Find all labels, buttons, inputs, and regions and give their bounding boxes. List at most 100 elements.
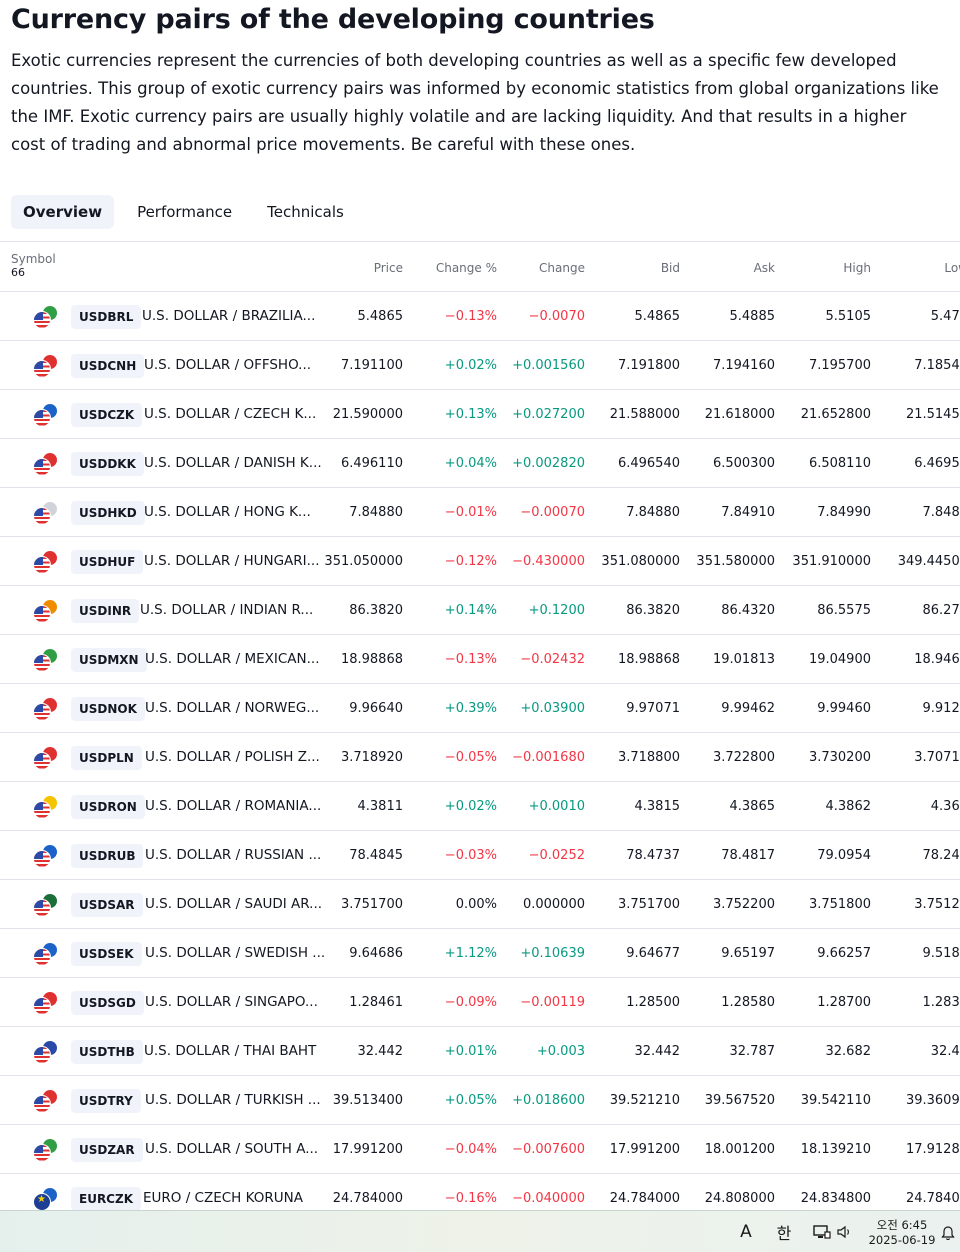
table-row[interactable]: USDCNH U.S. DOLLAR / OFFSHO... 7.191100 +0.… xyxy=(0,341,960,390)
table-row[interactable]: USDHUF U.S. DOLLAR / HUNGARI... 351.050000… xyxy=(0,537,960,586)
symbol-ticker[interactable]: USDTRY xyxy=(71,1089,141,1113)
currency-flags-icon xyxy=(33,354,59,378)
change-pct-cell: −0.13% xyxy=(444,651,497,667)
tab-performance[interactable]: Performance xyxy=(137,203,233,221)
table-row[interactable]: USDHKD U.S. DOLLAR / HONG K... 7.84880 −0.0… xyxy=(0,488,960,537)
symbol-ticker[interactable]: USDDKK xyxy=(71,452,144,476)
change-pct-column-header[interactable]: Change % xyxy=(435,261,497,275)
high-cell: 4.3862 xyxy=(825,798,872,814)
high-cell: 21.652800 xyxy=(800,406,871,422)
base-currency-flag-icon xyxy=(33,507,51,525)
change-pct-cell: −0.03% xyxy=(444,847,497,863)
volume-icon[interactable] xyxy=(834,1211,856,1252)
ask-cell: 39.567520 xyxy=(704,1092,775,1108)
price-cell: 32.442 xyxy=(357,1043,404,1059)
currency-flags-icon xyxy=(33,599,59,623)
tab-technicals[interactable]: Technicals xyxy=(267,203,344,221)
symbol-column-header[interactable]: Symbol 66 xyxy=(11,252,56,280)
table-row[interactable]: USDSGD U.S. DOLLAR / SINGAPO... 1.28461 −0.… xyxy=(0,978,960,1027)
symbol-ticker[interactable]: USDSGD xyxy=(71,991,144,1015)
symbol-ticker[interactable]: USDBRL xyxy=(71,305,142,329)
base-currency-flag-icon xyxy=(33,1193,51,1210)
table-row[interactable]: USDRON U.S. DOLLAR / ROMANIA... 4.3811 +0.0… xyxy=(0,782,960,831)
symbol-ticker[interactable]: USDSEK xyxy=(71,942,142,966)
ask-cell: 1.28580 xyxy=(721,994,775,1010)
ask-cell: 9.65197 xyxy=(721,945,775,961)
change-column-header[interactable]: Change xyxy=(539,261,585,275)
pair-name: U.S. DOLLAR / SINGAPO... xyxy=(145,994,318,1010)
symbol-ticker[interactable]: USDTHB xyxy=(71,1040,143,1064)
change-pct-cell: +0.04% xyxy=(444,455,497,471)
table-row[interactable]: USDRUB U.S. DOLLAR / RUSSIAN ... 78.4845 −0… xyxy=(0,831,960,880)
high-cell: 7.195700 xyxy=(808,357,871,373)
change-pct-cell: +0.01% xyxy=(444,1043,497,1059)
low-cell: 18.9461 xyxy=(914,651,960,667)
symbol-ticker[interactable]: USDPLN xyxy=(71,746,142,770)
symbol-ticker[interactable]: USDCZK xyxy=(71,403,143,427)
symbol-ticker[interactable]: EURCZK xyxy=(71,1187,141,1210)
symbol-ticker[interactable]: USDRON xyxy=(71,795,145,819)
high-column-header[interactable]: High xyxy=(843,261,871,275)
ask-cell: 4.3865 xyxy=(729,798,776,814)
table-row[interactable]: USDNOK U.S. DOLLAR / NORWEG... 9.96640 +0.3… xyxy=(0,684,960,733)
high-cell: 9.66257 xyxy=(817,945,871,961)
low-cell: 349.44500 xyxy=(897,553,960,569)
table-row[interactable]: USDTRY U.S. DOLLAR / TURKISH ... 39.513400… xyxy=(0,1076,960,1125)
table-row[interactable]: USDZAR U.S. DOLLAR / SOUTH A... 17.991200 −… xyxy=(0,1125,960,1174)
pair-name: U.S. DOLLAR / CZECH K... xyxy=(144,406,317,422)
low-cell: 9.9126 xyxy=(922,700,960,716)
change-cell: −0.00119 xyxy=(520,994,585,1010)
symbol-ticker[interactable]: USDHUF xyxy=(71,550,144,574)
table-row[interactable]: USDCZK U.S. DOLLAR / CZECH K... 21.590000 +… xyxy=(0,390,960,439)
change-pct-cell: +0.05% xyxy=(444,1092,497,1108)
currency-flags-icon xyxy=(33,1187,59,1210)
low-cell: 9.5183 xyxy=(922,945,960,961)
ime-language-indicator[interactable]: 한 xyxy=(776,1224,792,1243)
ask-column-header[interactable]: Ask xyxy=(753,261,775,275)
ime-mode-indicator[interactable]: A xyxy=(740,1222,752,1242)
change-cell: −0.02432 xyxy=(520,651,585,667)
symbol-ticker[interactable]: USDRUB xyxy=(71,844,144,868)
bid-cell: 32.442 xyxy=(634,1043,681,1059)
base-currency-flag-icon xyxy=(33,556,51,574)
table-row[interactable]: USDSEK U.S. DOLLAR / SWEDISH ... 9.64686 +1… xyxy=(0,929,960,978)
price-cell: 18.98868 xyxy=(340,651,403,667)
symbol-ticker[interactable]: USDINR xyxy=(71,599,140,623)
symbol-ticker[interactable]: USDHKD xyxy=(71,501,145,525)
high-cell: 24.834800 xyxy=(800,1190,871,1206)
base-currency-flag-icon xyxy=(33,1144,51,1162)
symbol-ticker[interactable]: USDMXN xyxy=(71,648,147,672)
change-cell: +0.0010 xyxy=(528,798,585,814)
currency-flags-icon xyxy=(33,1138,59,1162)
table-row[interactable]: USDINR U.S. DOLLAR / INDIAN R... 86.3820 +0… xyxy=(0,586,960,635)
base-currency-flag-icon xyxy=(33,850,51,868)
currency-table: Symbol 66 Price Change % Change Bid Ask … xyxy=(0,241,960,1210)
tab-overview[interactable]: Overview xyxy=(11,195,115,229)
table-row[interactable]: USDBRL U.S. DOLLAR / BRAZILIA... 5.4865 −0.… xyxy=(0,292,960,341)
symbol-ticker[interactable]: USDSAR xyxy=(71,893,143,917)
price-column-header[interactable]: Price xyxy=(373,261,403,275)
symbol-ticker[interactable]: USDNOK xyxy=(71,697,145,721)
table-row[interactable]: USDDKK U.S. DOLLAR / DANISH K... 6.496110 +… xyxy=(0,439,960,488)
base-currency-flag-icon xyxy=(33,458,51,476)
taskbar-clock[interactable]: 오전 6:45 2025-06-19 xyxy=(862,1218,942,1248)
table-row[interactable]: USDMXN U.S. DOLLAR / MEXICAN... 18.98868 −0… xyxy=(0,635,960,684)
low-cell: 17.91280 xyxy=(905,1141,960,1157)
bid-cell: 78.4737 xyxy=(626,847,680,863)
table-row[interactable]: USDSAR U.S. DOLLAR / SAUDI AR... 3.751700 0… xyxy=(0,880,960,929)
bid-cell: 7.191800 xyxy=(617,357,680,373)
low-column-header[interactable]: Low xyxy=(944,261,960,275)
ask-cell: 9.99462 xyxy=(721,700,775,716)
bid-cell: 5.4865 xyxy=(634,308,681,324)
table-row[interactable]: USDTHB U.S. DOLLAR / THAI BAHT 32.442 +0.01… xyxy=(0,1027,960,1076)
table-row[interactable]: USDPLN U.S. DOLLAR / POLISH Z... 3.718920 −… xyxy=(0,733,960,782)
notification-bell-icon[interactable] xyxy=(938,1211,958,1252)
price-cell: 351.050000 xyxy=(324,553,403,569)
bid-column-header[interactable]: Bid xyxy=(660,261,680,275)
network-icon[interactable] xyxy=(810,1211,834,1252)
high-cell: 351.910000 xyxy=(792,553,871,569)
symbol-ticker[interactable]: USDZAR xyxy=(71,1138,143,1162)
symbol-ticker[interactable]: USDCNH xyxy=(71,354,145,378)
price-cell: 17.991200 xyxy=(332,1141,403,1157)
